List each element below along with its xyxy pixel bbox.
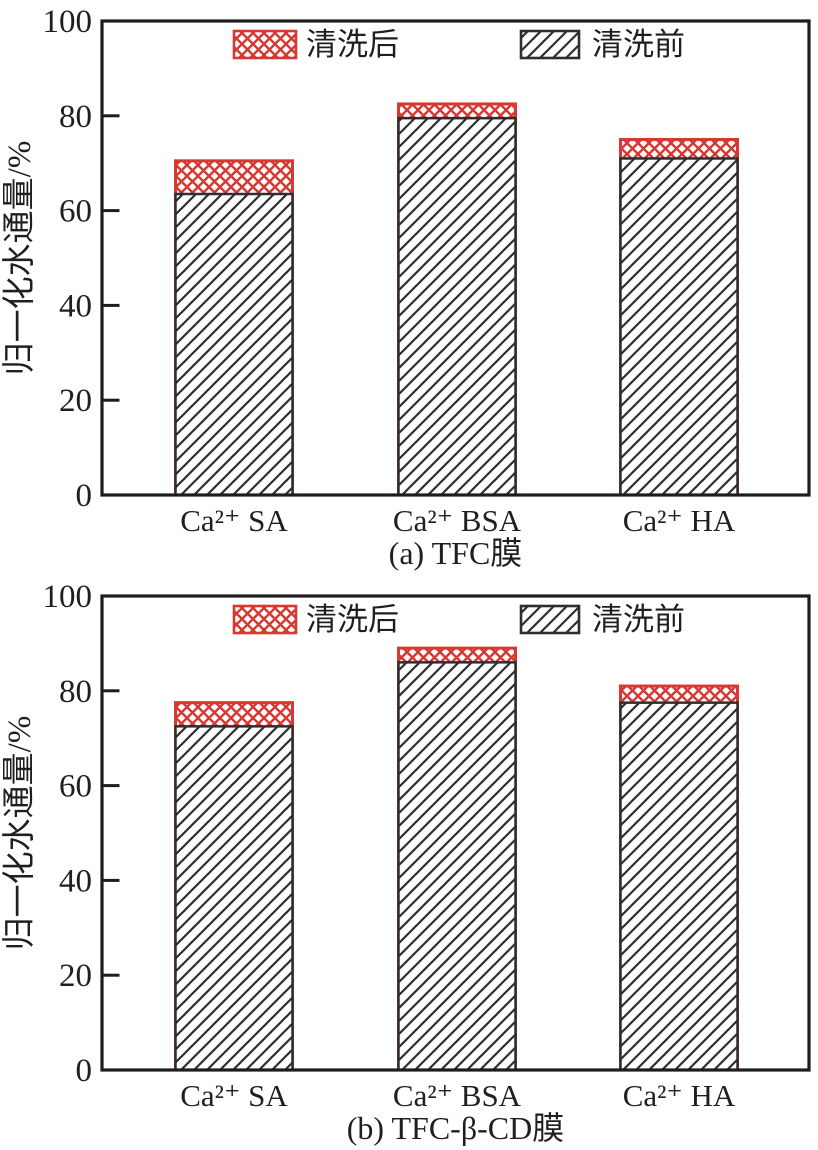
bar-before-cleaning-1 bbox=[174, 192, 294, 497]
y-tick-label: 0 bbox=[76, 1053, 93, 1089]
x-category-label: Ca²⁺ BSA bbox=[393, 1078, 522, 1113]
x-category-label: Ca²⁺ HA bbox=[623, 1078, 736, 1113]
y-tick-label: 80 bbox=[59, 674, 92, 710]
bar-before-cleaning-1 bbox=[174, 725, 294, 1072]
panel-caption: (a) TFC膜 bbox=[389, 535, 523, 571]
y-tick-label: 20 bbox=[59, 383, 92, 419]
x-category-label: Ca²⁺ SA bbox=[180, 503, 288, 538]
plot-frame bbox=[100, 19, 811, 497]
legend-before-label: 清洗前 bbox=[592, 602, 685, 637]
y-tick-label: 0 bbox=[76, 478, 93, 514]
y-tick-label: 40 bbox=[59, 863, 92, 899]
y-tick-label: 80 bbox=[59, 99, 92, 135]
legend-before-label: 清洗前 bbox=[592, 27, 685, 62]
bar-chart-a: Ca²⁺ SA Ca²⁺ BSA Ca²⁺ HA 0 20 40 60 80 100 归一化水通量… bbox=[1, 4, 811, 571]
y-tick-label: 100 bbox=[43, 579, 93, 615]
chart-panel-b: Ca²⁺ SA Ca²⁺ BSA Ca²⁺ HA 0 20 40 60 80 100 归一化水通量… bbox=[0, 575, 818, 1150]
x-category-label: Ca²⁺ HA bbox=[623, 503, 736, 538]
y-tick-label: 60 bbox=[59, 194, 92, 230]
bar-before-cleaning-2 bbox=[397, 116, 517, 497]
bar-before-cleaning-2 bbox=[397, 661, 517, 1072]
legend-before-swatch-icon bbox=[519, 604, 581, 635]
x-category-label: Ca²⁺ SA bbox=[180, 1078, 288, 1113]
legend-before-swatch-icon bbox=[519, 29, 581, 60]
chart-panel-a: Ca²⁺ SA Ca²⁺ BSA Ca²⁺ HA 0 20 40 60 80 100 归一化水通量… bbox=[1, 4, 811, 571]
x-category-label: Ca²⁺ BSA bbox=[393, 503, 522, 538]
y-tick-label: 60 bbox=[59, 769, 92, 805]
legend-after-label: 清洗后 bbox=[306, 602, 399, 637]
y-tick-label: 100 bbox=[43, 4, 93, 40]
y-tick-label: 40 bbox=[59, 288, 92, 324]
bar-before-cleaning-3 bbox=[619, 157, 739, 497]
bar-chart-b: Ca²⁺ SA Ca²⁺ BSA Ca²⁺ HA 0 20 40 60 80 100 归一化水通量… bbox=[1, 579, 811, 1146]
y-axis-label: 归一化水通量/% bbox=[1, 716, 38, 951]
y-tick-label: 20 bbox=[59, 958, 92, 994]
y-axis-label: 归一化水通量/% bbox=[1, 141, 38, 376]
bar-before-cleaning-3 bbox=[619, 701, 739, 1072]
panel-caption: (b) TFC-β-CD膜 bbox=[347, 1110, 564, 1146]
legend-after-label: 清洗后 bbox=[306, 27, 399, 62]
plot-frame bbox=[100, 594, 811, 1072]
legend-after-swatch-icon bbox=[232, 29, 298, 60]
legend-after-swatch-icon bbox=[232, 604, 298, 635]
